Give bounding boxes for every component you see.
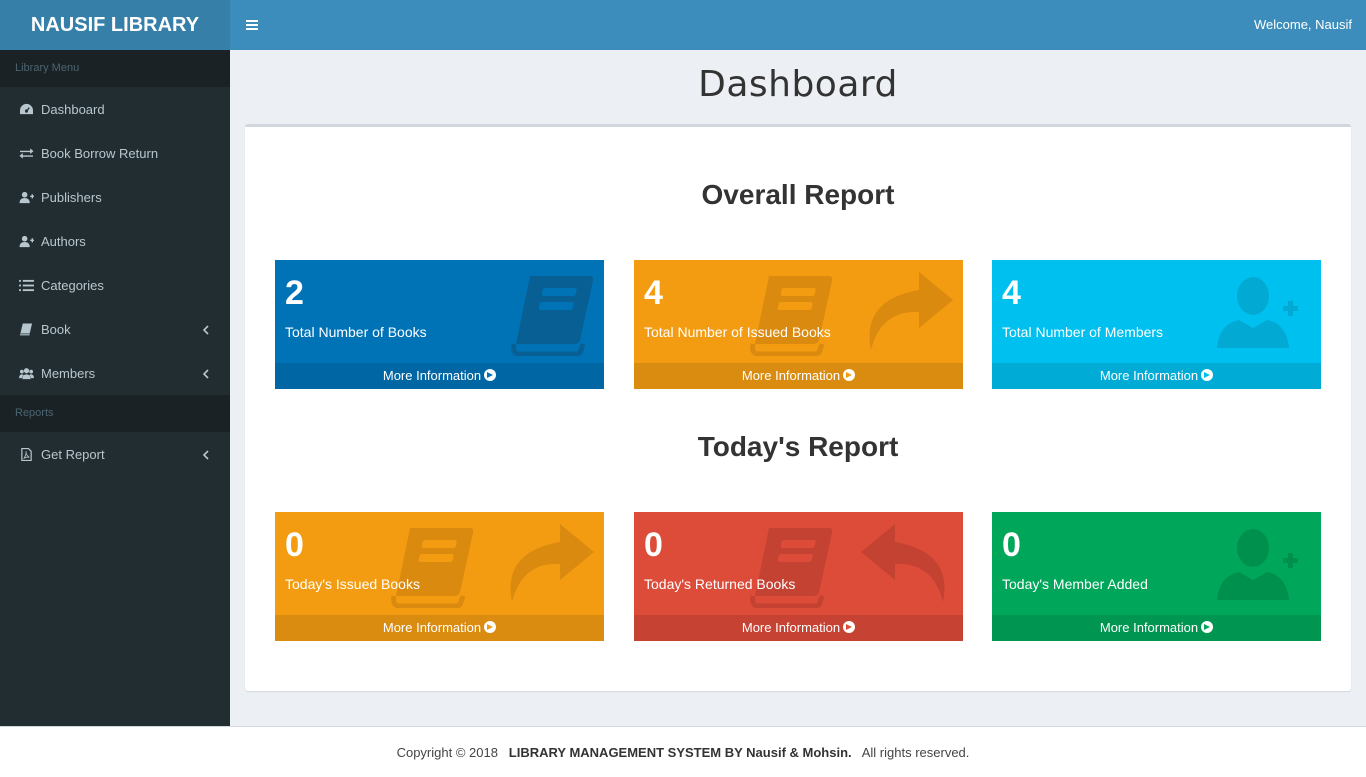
top-navbar: NAUSIF LIBRARY Welcome, Nausif — [0, 0, 1366, 50]
share-arrow-icon — [861, 270, 953, 359]
user-plus-icon — [1217, 528, 1301, 605]
sidebar-item-label: Book Borrow Return — [41, 145, 159, 161]
arrow-circle-right-icon — [1201, 369, 1214, 381]
more-info-link[interactable]: More Information — [275, 363, 604, 389]
user-plus-icon — [1217, 276, 1301, 353]
user-plus-icon — [18, 190, 34, 204]
arrow-circle-right-icon — [843, 621, 856, 633]
sidebar-item-dashboard[interactable]: Dashboard — [0, 87, 230, 131]
tile-total-members: 4 Total Number of Members More Informati… — [992, 260, 1321, 389]
book-icon — [390, 526, 474, 613]
tile-value: 0 — [1002, 526, 1021, 564]
book-icon — [749, 526, 833, 613]
exchange-icon — [18, 146, 34, 160]
page-footer: Copyright © 2018 LIBRARY MANAGEMENT SYST… — [0, 726, 1366, 777]
tile-label: Total Number of Issued Books — [644, 324, 831, 340]
arrow-circle-right-icon — [843, 369, 856, 381]
tile-today-member-added: 0 Today's Member Added More Information — [992, 512, 1321, 641]
sidebar-item-label: Categories — [41, 277, 104, 293]
more-info-label: More Information — [1099, 620, 1199, 635]
tile-label: Today's Member Added — [1002, 576, 1148, 592]
tile-total-books: 2 Total Number of Books More Information — [275, 260, 604, 389]
tile-today-returned-books: 0 Today's Returned Books More Informatio… — [634, 512, 963, 641]
arrow-circle-right-icon — [484, 621, 497, 633]
sidebar-item-label: Dashboard — [41, 101, 105, 117]
tile-label: Total Number of Members — [1002, 324, 1164, 340]
sidebar-header-reports: Reports — [0, 395, 230, 432]
tile-label: Today's Returned Books — [644, 576, 796, 592]
arrow-circle-right-icon — [1201, 621, 1214, 633]
sidebar-item-label: Members — [41, 365, 96, 381]
sidebar-item-categories[interactable]: Categories — [0, 263, 230, 307]
sidebar-item-label: Publishers — [41, 189, 102, 205]
chevron-left-icon — [202, 448, 212, 460]
arrow-circle-right-icon — [484, 369, 497, 381]
more-info-label: More Information — [741, 368, 841, 383]
sidebar-item-label: Authors — [41, 233, 86, 249]
sidebar: Library Menu Dashboard Book Borrow Retur… — [0, 50, 230, 726]
more-info-label: More Information — [741, 620, 841, 635]
tile-total-issued-books: 4 Total Number of Issued Books More Info… — [634, 260, 963, 389]
file-pdf-icon — [18, 447, 34, 461]
tile-value: 4 — [1002, 274, 1021, 312]
more-info-label: More Information — [382, 620, 482, 635]
tile-label: Today's Issued Books — [285, 576, 420, 592]
more-info-link[interactable]: More Information — [634, 363, 963, 389]
users-icon — [18, 366, 34, 380]
sidebar-header-library-menu: Library Menu — [0, 50, 230, 87]
sidebar-item-book-borrow-return[interactable]: Book Borrow Return — [0, 131, 230, 175]
book-icon — [18, 322, 34, 336]
overall-report-heading: Overall Report — [701, 179, 895, 210]
page-title: Dashboard — [698, 64, 898, 105]
sidebar-item-members[interactable]: Members — [0, 351, 230, 395]
tile-today-issued-books: 0 Today's Issued Books More Information — [275, 512, 604, 641]
sidebar-item-label: Book — [41, 321, 71, 337]
copyright-text: Copyright © 2018 — [396, 745, 498, 760]
footer-brand[interactable]: LIBRARY MANAGEMENT SYSTEM BY Nausif & Mo… — [508, 745, 852, 760]
sidebar-item-publishers[interactable]: Publishers — [0, 175, 230, 219]
list-icon — [18, 278, 34, 292]
more-info-label: More Information — [1099, 368, 1199, 383]
share-arrow-icon — [502, 522, 594, 611]
sidebar-item-authors[interactable]: Authors — [0, 219, 230, 263]
tile-value: 0 — [644, 526, 663, 564]
tile-value: 0 — [285, 526, 304, 564]
more-info-label: More Information — [382, 368, 482, 383]
user-plus-icon — [18, 234, 34, 248]
bars-icon — [246, 20, 258, 30]
book-icon — [510, 274, 594, 361]
tile-value: 2 — [285, 274, 304, 312]
sidebar-item-book[interactable]: Book — [0, 307, 230, 351]
more-info-link[interactable]: More Information — [992, 363, 1321, 389]
chevron-left-icon — [202, 367, 212, 379]
reply-arrow-icon — [861, 522, 953, 611]
tile-label: Total Number of Books — [285, 324, 427, 340]
sidebar-toggle-button[interactable] — [230, 0, 274, 50]
more-info-link[interactable]: More Information — [992, 615, 1321, 641]
sidebar-item-get-report[interactable]: Get Report — [0, 432, 230, 476]
chevron-left-icon — [202, 323, 212, 335]
today-report-heading: Today's Report — [697, 431, 899, 462]
dashboard-icon — [18, 102, 34, 116]
tile-value: 4 — [644, 274, 663, 312]
sidebar-item-label: Get Report — [41, 446, 105, 462]
app-logo[interactable]: NAUSIF LIBRARY — [0, 0, 230, 50]
rights-text: All rights reserved. — [861, 745, 970, 760]
welcome-user[interactable]: Welcome, Nausif — [1253, 17, 1352, 32]
book-icon — [749, 274, 833, 361]
more-info-link[interactable]: More Information — [275, 615, 604, 641]
more-info-link[interactable]: More Information — [634, 615, 963, 641]
